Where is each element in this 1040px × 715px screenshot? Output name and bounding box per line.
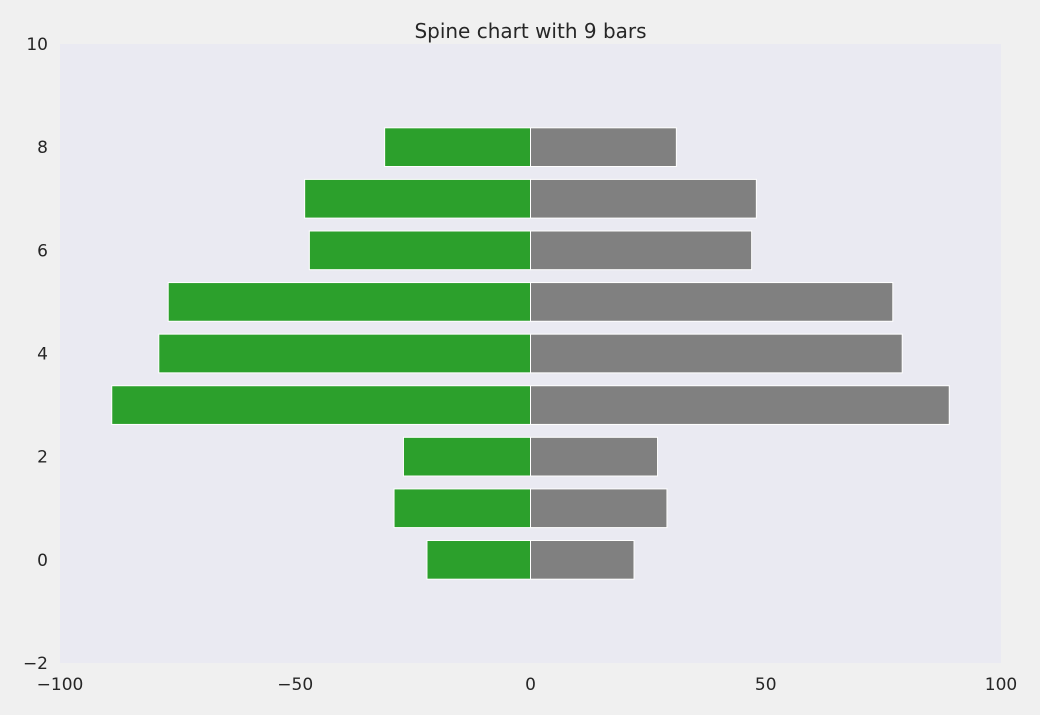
left-bar-4	[158, 333, 531, 374]
y-tick-label: −2	[23, 654, 48, 674]
y-tick-label: 8	[37, 138, 48, 158]
x-tick-label: 50	[755, 675, 777, 695]
right-bar-6	[530, 230, 753, 271]
left-bar-6	[308, 230, 531, 271]
x-tick-label: 0	[525, 675, 536, 695]
x-tick-label: 100	[985, 675, 1017, 695]
left-bar-7	[304, 178, 531, 219]
right-bar-0	[530, 539, 635, 580]
x-axis-ticks: −100 −50 0 50 100	[37, 675, 1018, 695]
right-bar-7	[530, 178, 757, 219]
right-bar-3	[530, 385, 950, 425]
bars-group	[111, 127, 950, 580]
x-tick-label: −100	[37, 675, 84, 695]
right-bar-5	[530, 282, 894, 322]
left-bar-8	[384, 127, 531, 168]
y-tick-label: 4	[37, 345, 48, 365]
left-bar-1	[393, 488, 531, 529]
left-bar-3	[111, 385, 531, 425]
left-bar-0	[426, 539, 531, 580]
y-tick-label: 2	[37, 448, 48, 468]
y-tick-label: 0	[37, 551, 48, 571]
y-tick-label: 6	[37, 241, 48, 261]
left-bar-5	[167, 282, 531, 322]
right-bar-8	[530, 127, 677, 168]
y-tick-label: 10	[26, 35, 48, 55]
chart-title: Spine chart with 9 bars	[414, 19, 646, 43]
left-bar-2	[402, 436, 531, 477]
right-bar-4	[530, 333, 903, 374]
x-tick-label: −50	[277, 675, 313, 695]
right-bar-2	[530, 436, 659, 477]
right-bar-1	[530, 488, 668, 529]
y-axis-ticks: −2 0 2 4 6 8 10	[23, 35, 48, 674]
